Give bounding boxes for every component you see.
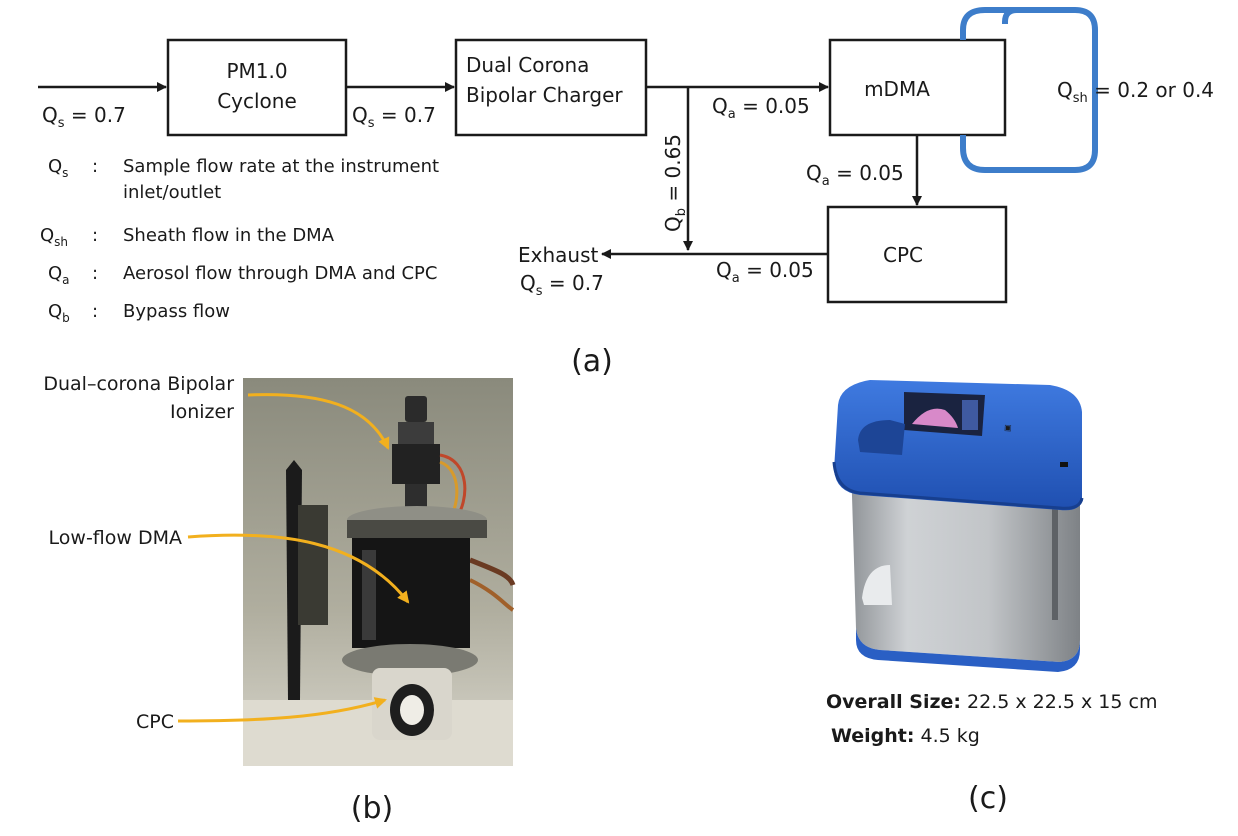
side-cables [469, 557, 516, 587]
exhaust-flow: Qs = 0.7 [520, 271, 604, 299]
legend-colon-1: : [92, 156, 98, 177]
charger-line-2: Bipolar Charger [466, 83, 623, 107]
annotation-ionizer-2: Ionizer [170, 401, 234, 423]
cpc-box-label: CPC [883, 243, 923, 267]
annotation-dma: Low-flow DMA [49, 527, 182, 549]
screen-plot [912, 408, 958, 428]
legend-sym-qsh: Qsh [40, 225, 68, 249]
mdma-to-cpc-flow: Qa = 0.05 [806, 161, 904, 189]
cyclone-box [166, 38, 348, 137]
legend-colon-2: : [92, 225, 98, 246]
side-cables-2 [469, 578, 515, 612]
inlet-cutout [862, 565, 892, 605]
cyclone-out-flow: Qs = 0.7 [352, 103, 436, 131]
lid-handle [858, 420, 905, 455]
legend-text-qsh: Sheath flow in the DMA [123, 225, 335, 246]
cyclone-line-2: Cyclone [217, 89, 297, 113]
panel-label-a: (a) [571, 344, 613, 379]
spec-size: Overall Size: 22.5 x 22.5 x 15 cm [826, 691, 1157, 713]
panel-label-b: (b) [351, 791, 393, 826]
ionizer-cap [405, 396, 427, 422]
ionizer-body [392, 444, 440, 484]
lid-rim [832, 461, 1084, 510]
sheath-loop [960, 7, 1098, 173]
legend-sym-qs: Qs [48, 156, 68, 180]
cyclone-line-1: PM1.0 [226, 59, 287, 83]
cpc-out-flow: Qa = 0.05 [716, 258, 814, 286]
charger-line-1: Dual Corona [466, 53, 589, 77]
panel-label-c: (c) [968, 781, 1008, 816]
photo-b: Dual–corona Bipolar Ionizer Low-flow DMA… [43, 373, 516, 826]
instrument-base-strip [856, 628, 1080, 672]
annotation-ionizer-1: Dual–corona Bipolar [43, 373, 234, 395]
inlet-flow: Qs = 0.7 [42, 103, 126, 131]
side-slot [1052, 500, 1058, 620]
photo-c: ▣ Overall Size: 22.5 x 22.5 x 15 cm Weig… [826, 380, 1157, 816]
sheath-flow: Qsh = 0.2 or 0.4 [1057, 78, 1214, 106]
legend-sym-qa: Qa [48, 263, 70, 287]
sheath-loop-top [960, 7, 1017, 40]
ionizer-shaft [398, 422, 434, 444]
legend: Qs : Sample flow rate at the instrument … [40, 156, 439, 325]
callout-ionizer [247, 393, 390, 450]
flow-diagram: PM1.0 Cyclone Dual Corona Bipolar Charge… [38, 7, 1214, 379]
legend-text-qa: Aerosol flow through DMA and CPC [123, 263, 437, 284]
lid-button [1060, 462, 1068, 467]
screen-sidebar [962, 400, 978, 430]
cpc-window-inner [400, 695, 424, 725]
callout-cpc [177, 697, 387, 723]
bypass-flow: Qb = 0.65 [661, 134, 689, 232]
dma-flange [347, 520, 487, 538]
legend-colon-3: : [92, 263, 98, 284]
legend-colon-4: : [92, 301, 98, 322]
legend-text-qb: Bypass flow [123, 301, 230, 322]
annotation-cpc: CPC [136, 711, 174, 733]
legend-text-qs-1: Sample flow rate at the instrument [123, 156, 439, 177]
instrument-lid [834, 380, 1082, 511]
spec-weight: Weight: 4.5 kg [831, 725, 980, 747]
legend-sym-qb: Qb [48, 301, 70, 325]
exhaust-label: Exhaust [518, 243, 599, 267]
dma-body-shine [362, 550, 376, 640]
mdma-label: mDMA [864, 77, 930, 101]
legend-text-qs-2: inlet/outlet [123, 182, 221, 203]
to-mdma-flow: Qa = 0.05 [712, 94, 810, 122]
brand-mark: ▣ [1004, 423, 1012, 432]
side-plate [298, 505, 328, 625]
callout-dma [187, 533, 410, 604]
